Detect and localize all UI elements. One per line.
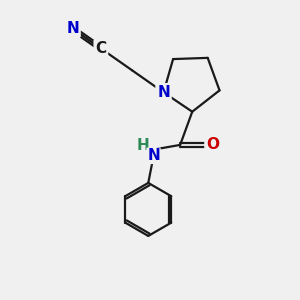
Text: H: H [136, 138, 149, 153]
Text: C: C [95, 41, 106, 56]
Text: N: N [66, 21, 79, 36]
Text: O: O [206, 137, 219, 152]
Text: N: N [157, 85, 170, 100]
Text: N: N [147, 148, 160, 163]
